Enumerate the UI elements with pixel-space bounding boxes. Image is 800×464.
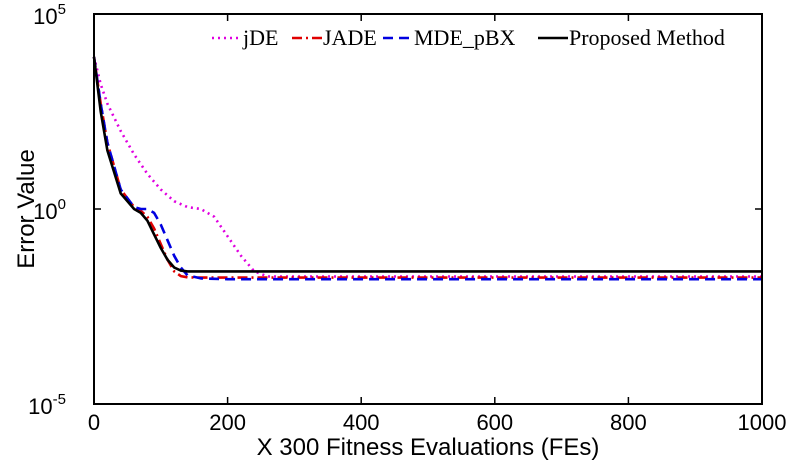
tick-labels: 0 200 400 600 800 1000 10-5 100 105 [28,1,786,435]
series-line-1 [92,56,762,279]
series-line-2 [92,56,762,281]
x-tick-label: 600 [476,410,513,435]
y-axis-title: Error Value [13,149,40,269]
x-tick-label: 1000 [738,410,787,435]
x-tick-label: 200 [209,410,246,435]
series-line-0 [92,56,762,278]
legend-label-1: JADE [323,25,377,50]
x-tick-label: 0 [88,410,100,435]
x-axis-title: X 300 Fitness Evaluations (FEs) [257,434,600,461]
y-tick-label: 105 [33,1,66,29]
series-line-3 [92,56,762,273]
x-tick-label: 800 [610,410,647,435]
legend-label-0: jDE [242,25,278,50]
y-tick-label: 100 [33,196,66,224]
legend: jDE JADE MDE_pBX Proposed Method [212,25,725,50]
ticks-layer [93,13,763,405]
legend-label-3: Proposed Method [569,25,725,50]
plot-frame [93,13,763,405]
y-tick-label: 10-5 [28,391,66,419]
legend-label-2: MDE_pBX [414,25,516,50]
x-tick-label: 400 [343,410,380,435]
series-layer [92,56,762,281]
